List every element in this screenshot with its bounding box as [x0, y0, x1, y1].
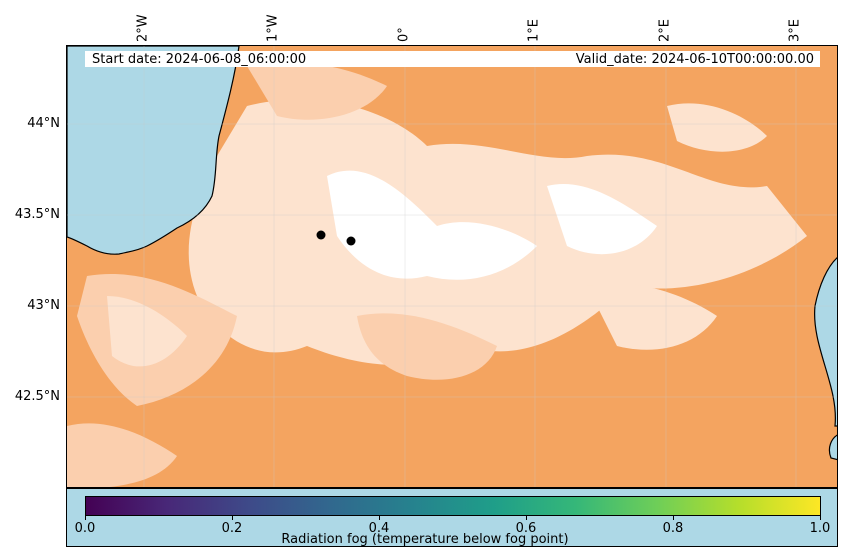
colorbar-tick: [379, 516, 380, 520]
colorbar-tick-label: 0.2: [221, 521, 243, 536]
sea-mediterranean-south: [828, 434, 837, 461]
lon-label-2w: 2°W: [135, 14, 151, 42]
colorbar-tick: [85, 516, 86, 520]
station-marker-1: [316, 230, 326, 240]
colorbar-tick-label: 0.8: [662, 521, 684, 536]
gridlines: [67, 46, 837, 487]
station-marker-2: [346, 236, 356, 246]
map-canvas: [67, 46, 837, 487]
colorbar-tick: [820, 516, 821, 520]
lon-label-1e: 1°E: [526, 19, 542, 42]
lat-label-44n: 44°N: [27, 116, 60, 131]
colorbar-tick: [232, 516, 233, 520]
colorbar-tick-label: 0.4: [368, 521, 390, 536]
lat-label-42-5n: 42.5°N: [14, 389, 60, 404]
colorbar-tick: [673, 516, 674, 520]
lon-label-3e: 3°E: [787, 19, 803, 42]
colorbar-label: Radiation fog (temperature below fog poi…: [281, 532, 569, 547]
colorbar-tick-label: 1.0: [809, 521, 831, 536]
lat-label-43-5n: 43.5°N: [14, 207, 60, 222]
colorbar-tick: [526, 516, 527, 520]
lon-label-1w: 1°W: [265, 14, 281, 42]
lon-label-2e: 2°E: [657, 19, 673, 42]
start-date-label: Start date: 2024-06-08_06:00:00: [92, 52, 307, 67]
fog-field: [67, 62, 808, 487]
colorbar-tick-label: 0.6: [515, 521, 537, 536]
valid-date-label: Valid_date: 2024-06-10T00:00:00.00: [575, 52, 814, 67]
date-header-strip: [85, 51, 820, 67]
sea-bay-of-biscay: [67, 46, 240, 255]
lon-label-0: 0°: [396, 27, 412, 42]
lat-label-43n: 43°N: [27, 298, 60, 313]
sea-mediterranean: [814, 257, 837, 427]
colorbar-tick-label: 0.0: [74, 521, 96, 536]
colorbar-gradient: [85, 496, 821, 516]
map-panel: [66, 45, 838, 488]
